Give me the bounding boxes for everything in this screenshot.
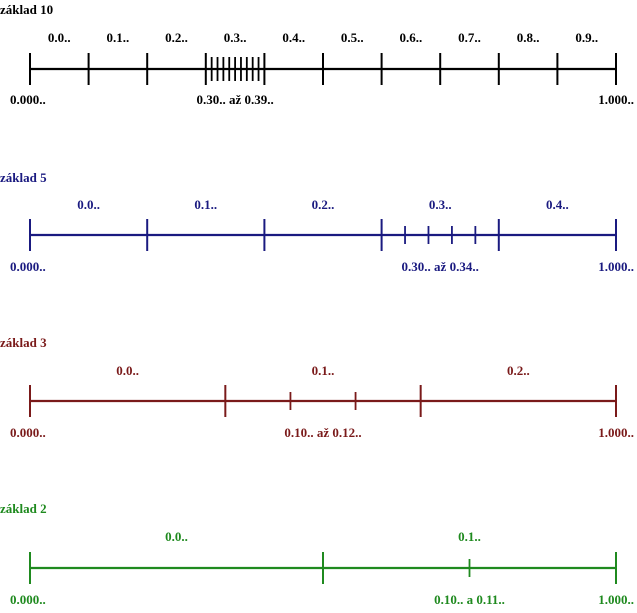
right-endpoint-label: 1.000.. — [598, 92, 634, 107]
left-endpoint-label: 0.000.. — [10, 259, 46, 274]
panel-title: základ 3 — [0, 335, 47, 350]
subdivision-label: 0.10.. a 0.11.. — [434, 592, 505, 607]
segment-label: 0.6.. — [400, 30, 423, 45]
panel-title: základ 5 — [0, 170, 47, 185]
segment-label: 0.0.. — [116, 363, 139, 378]
left-endpoint-label: 0.000.. — [10, 425, 46, 440]
segment-label: 0.9.. — [575, 30, 598, 45]
segment-label: 0.3.. — [429, 197, 452, 212]
segment-label: 0.1.. — [194, 197, 217, 212]
segment-label: 0.7.. — [458, 30, 481, 45]
segment-label: 0.1.. — [312, 363, 335, 378]
segment-label: 0.1.. — [107, 30, 130, 45]
segment-label: 0.2.. — [165, 30, 188, 45]
left-endpoint-label: 0.000.. — [10, 592, 46, 607]
segment-label: 0.3.. — [224, 30, 247, 45]
segment-label: 0.0.. — [165, 529, 188, 544]
subdivision-label: 0.30.. až 0.34.. — [402, 259, 479, 274]
segment-label: 0.2.. — [312, 197, 335, 212]
subdivision-label: 0.10.. až 0.12.. — [284, 425, 361, 440]
segment-label: 0.4.. — [546, 197, 569, 212]
panel-title: základ 2 — [0, 501, 47, 516]
right-endpoint-label: 1.000.. — [598, 592, 634, 607]
subdivision-label: 0.30.. až 0.39.. — [196, 92, 273, 107]
segment-label: 0.1.. — [458, 529, 481, 544]
left-endpoint-label: 0.000.. — [10, 92, 46, 107]
segment-label: 0.5.. — [341, 30, 364, 45]
segment-label: 0.4.. — [282, 30, 305, 45]
segment-label: 0.2.. — [507, 363, 530, 378]
right-endpoint-label: 1.000.. — [598, 425, 634, 440]
right-endpoint-label: 1.000.. — [598, 259, 634, 274]
panel-title: základ 10 — [0, 2, 53, 17]
segment-label: 0.0.. — [77, 197, 100, 212]
segment-label: 0.0.. — [48, 30, 71, 45]
segment-label: 0.8.. — [517, 30, 540, 45]
